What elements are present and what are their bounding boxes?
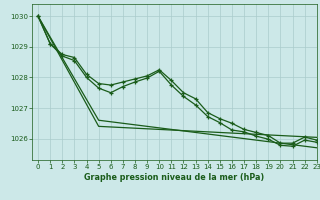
X-axis label: Graphe pression niveau de la mer (hPa): Graphe pression niveau de la mer (hPa) <box>84 173 265 182</box>
